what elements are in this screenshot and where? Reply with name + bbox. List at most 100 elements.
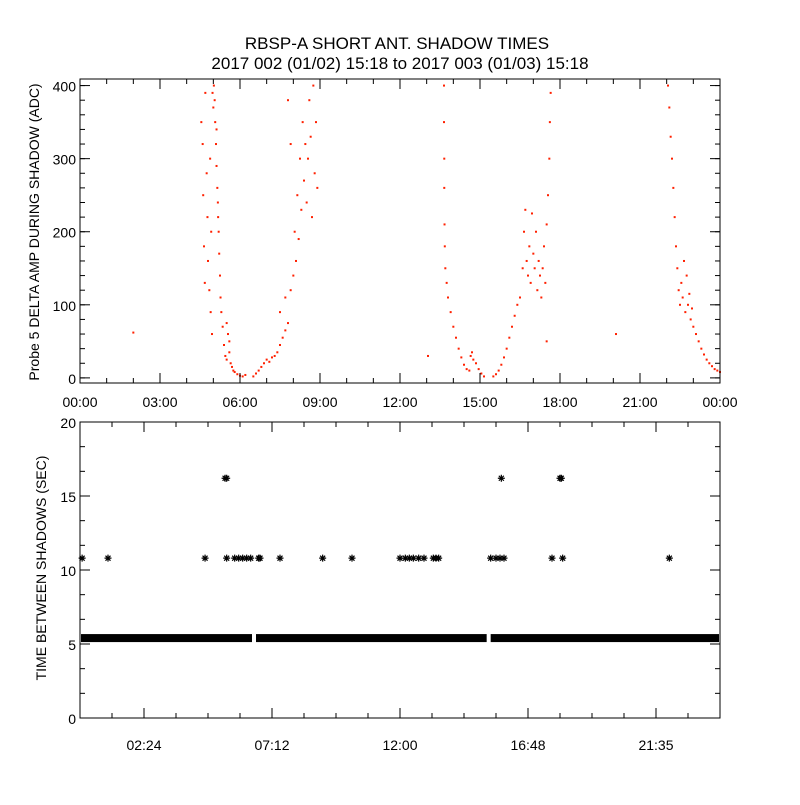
data-point: [529, 281, 532, 284]
data-point: [312, 84, 315, 87]
data-point: [216, 201, 219, 204]
data-point: [223, 344, 225, 346]
data-point: [216, 186, 219, 189]
x-tick-label: 16:48: [510, 737, 545, 753]
data-point: [132, 331, 135, 334]
data-point: [257, 369, 260, 372]
data-point: [700, 347, 703, 350]
data-point: [231, 365, 233, 368]
data-point: [232, 369, 235, 372]
interval-points: [78, 474, 719, 643]
data-point: [225, 358, 228, 361]
data-point: [444, 267, 447, 270]
asterisk-point: [319, 554, 327, 562]
chart-title: RBSP-A SHORT ANT. SHADOW TIMES: [245, 34, 549, 53]
data-point: [236, 373, 239, 376]
data-point: [505, 347, 508, 350]
data-point: [548, 157, 551, 160]
data-point: [301, 121, 304, 124]
data-point: [219, 296, 222, 299]
data-point: [295, 259, 297, 262]
data-point: [427, 354, 429, 357]
data-point: [548, 121, 551, 124]
data-point: [241, 375, 244, 378]
data-point: [671, 157, 673, 160]
data-point: [271, 356, 273, 359]
data-point: [533, 267, 536, 270]
data-point: [213, 99, 216, 102]
data-point: [532, 252, 535, 255]
data-point: [229, 362, 232, 365]
data-point: [667, 84, 669, 87]
x-tick-label: 15:00: [462, 394, 497, 410]
data-point: [516, 303, 519, 306]
data-point: [303, 179, 305, 182]
data-point: [307, 157, 309, 160]
data-point: [545, 340, 548, 343]
asterisk-point: [231, 554, 239, 562]
data-point: [273, 354, 276, 357]
data-point: [449, 311, 452, 314]
interval-axes: 0 5 10 15 20 02:24 07:12 12:00 16:48 21:35: [60, 415, 721, 753]
data-point: [703, 353, 705, 356]
data-point: [691, 307, 693, 310]
asterisk-point: [243, 554, 251, 562]
data-point: [207, 259, 209, 262]
x-tick-label: 12:00: [382, 394, 417, 410]
baseline-asterisk-band: [256, 634, 487, 643]
data-point: [244, 373, 247, 376]
data-point: [311, 216, 313, 219]
x-tick-label: 00:00: [702, 394, 737, 410]
data-point: [508, 336, 511, 339]
y-tick-label: 10: [60, 563, 76, 579]
data-point: [299, 157, 301, 160]
data-point: [684, 311, 687, 314]
data-point: [205, 172, 208, 175]
data-point: [549, 91, 552, 94]
x-tick-label: 07:12: [254, 737, 289, 753]
data-point: [460, 356, 463, 359]
data-point: [233, 371, 236, 374]
asterisk-point: [435, 554, 443, 562]
data-point: [471, 351, 473, 354]
data-point: [217, 230, 220, 233]
data-point: [495, 373, 497, 376]
y-tick-label: 15: [60, 489, 76, 505]
data-point: [492, 375, 495, 378]
amplitude-y-label: Probe 5 DELTA AMP DURING SHADOW (ADC): [26, 83, 42, 380]
data-point: [463, 363, 465, 366]
data-point: [279, 311, 281, 314]
data-point: [697, 340, 700, 343]
data-point: [469, 354, 472, 357]
y-tick-label: 200: [53, 225, 77, 241]
data-point: [220, 311, 223, 314]
chart-subtitle: 2017 002 (01/02) 15:18 to 2017 003 (01/0…: [211, 54, 588, 73]
data-point: [615, 333, 617, 336]
interval-plot-frame: [79, 421, 721, 719]
asterisk-point: [396, 554, 404, 562]
data-point: [443, 121, 445, 124]
asterisk-point: [78, 554, 86, 562]
baseline-asterisk-band: [81, 634, 252, 643]
data-point: [263, 362, 265, 365]
asterisk-point: [256, 554, 264, 562]
data-point: [260, 365, 263, 368]
data-point: [537, 259, 540, 262]
data-point: [443, 157, 446, 160]
data-point: [296, 194, 299, 197]
asterisk-point: [247, 554, 255, 562]
x-tick-label: 00:00: [62, 394, 97, 410]
data-point: [293, 230, 296, 233]
data-point: [681, 296, 684, 299]
data-point: [539, 274, 541, 277]
data-point: [255, 372, 257, 375]
data-point: [281, 336, 284, 339]
asterisk-point: [409, 554, 417, 562]
asterisk-point: [239, 554, 247, 562]
data-point: [711, 365, 713, 368]
data-point: [480, 372, 483, 375]
data-point: [472, 358, 475, 361]
data-point: [543, 245, 545, 248]
data-point: [287, 322, 289, 325]
